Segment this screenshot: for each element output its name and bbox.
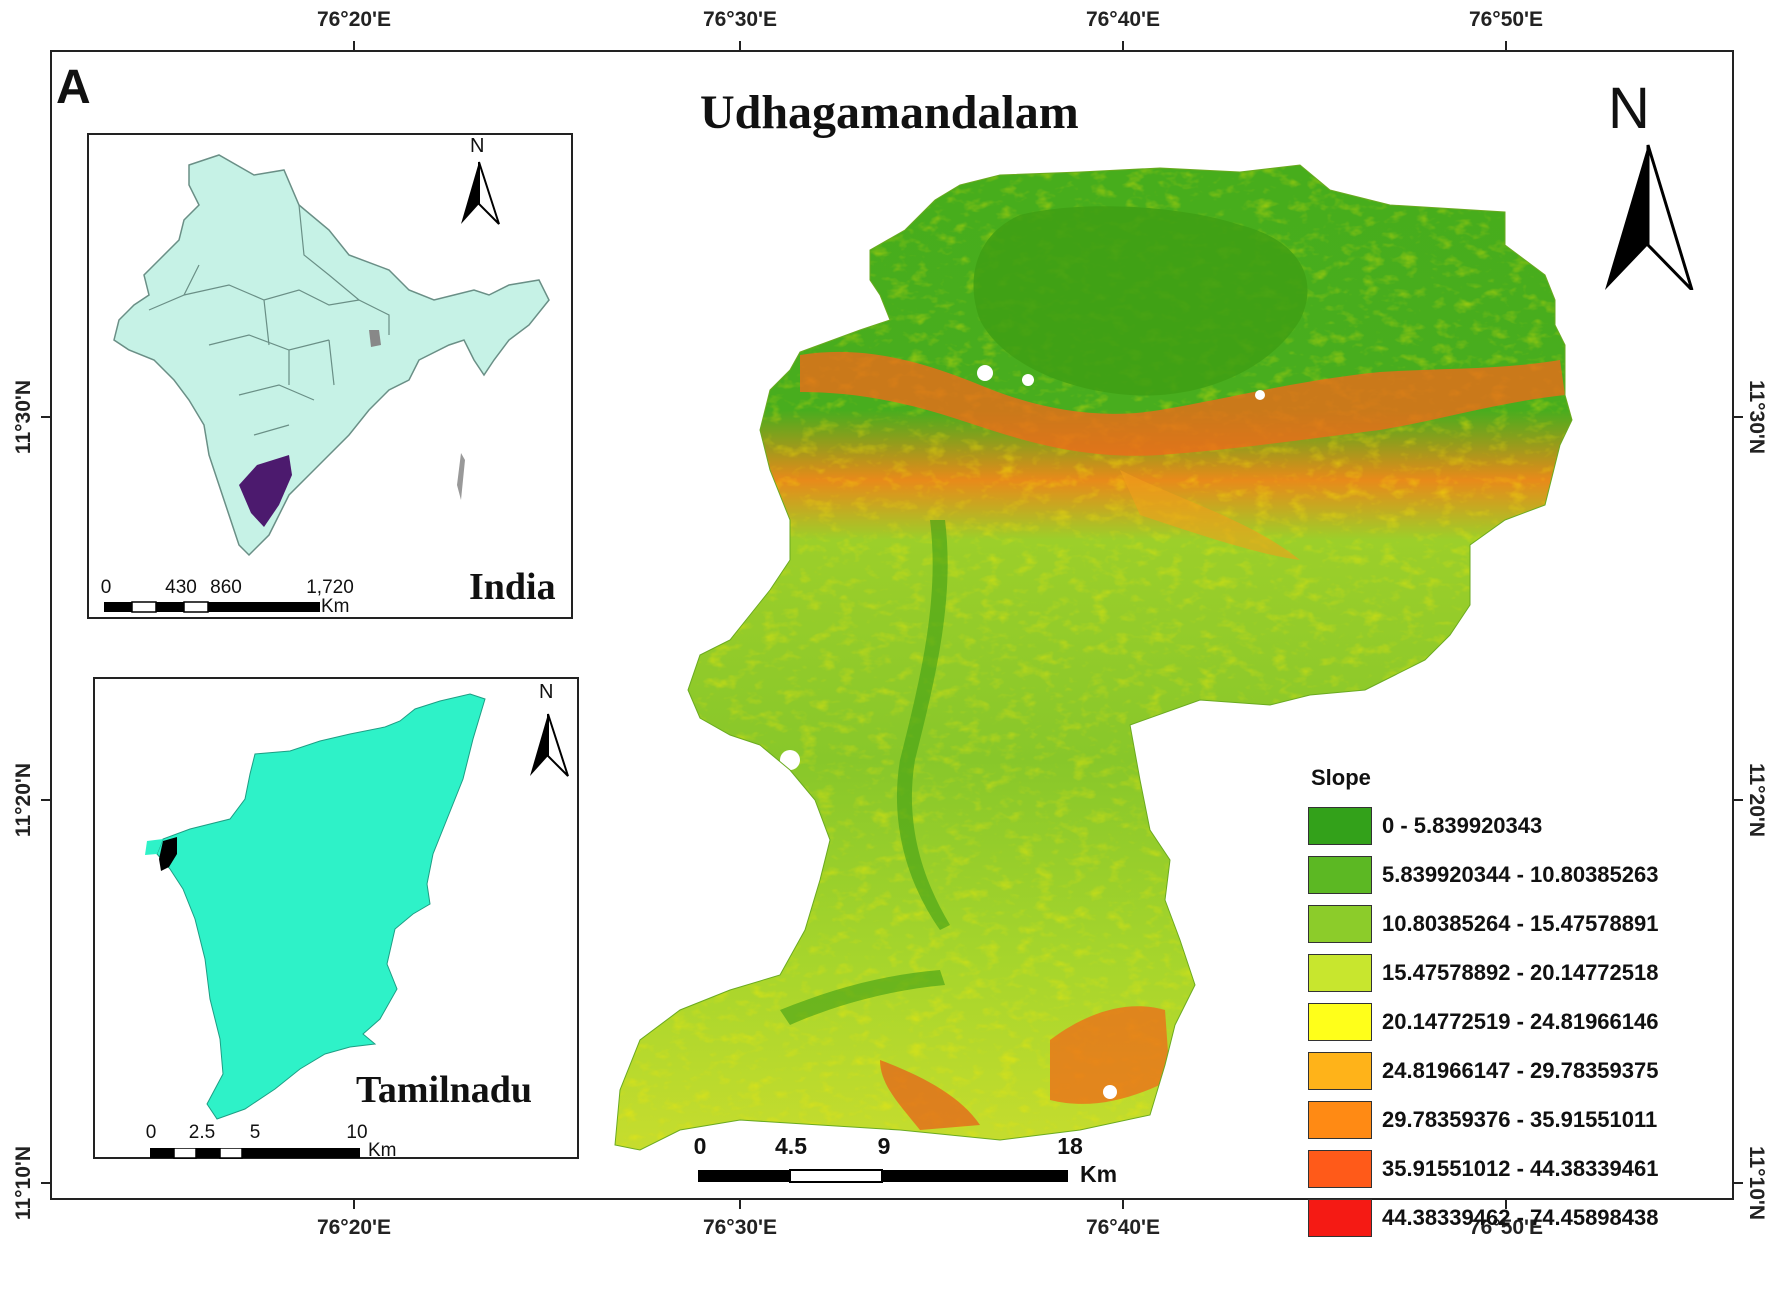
longitude-label-top: 76°30'E [702, 8, 778, 31]
map-title: Udhagamandalam [700, 86, 1079, 139]
tamilnadu-map [145, 693, 486, 1120]
inset-scale-bar [150, 1148, 360, 1159]
legend-item: 29.78359376 - 35.91551011 [1308, 1095, 1728, 1144]
inset-scale-tick: 0 [100, 577, 112, 598]
inset-scale-tick: 860 [210, 577, 242, 598]
legend-item: 5.839920344 - 10.80385263 [1308, 850, 1728, 899]
scale-tick-label: 18 [1057, 1133, 1083, 1159]
north-arrow-icon [1605, 144, 1694, 290]
inset-north-label: N [470, 135, 485, 157]
slope-legend: Slope 0 - 5.839920343 5.839920344 - 10.80… [1308, 765, 1728, 1242]
inset-north-arrow-icon [530, 713, 569, 777]
legend-label: 5.839920344 - 10.80385263 [1382, 861, 1659, 887]
tick [353, 41, 355, 50]
inset-scale-unit: Km [321, 596, 350, 617]
longitude-label-bottom: 76°20'E [316, 1216, 392, 1239]
tick [41, 1182, 50, 1184]
legend-item: 15.47578892 - 20.14772518 [1308, 948, 1728, 997]
inset-scale-tick: 2.5 [188, 1122, 216, 1143]
legend-item: 10.80385264 - 15.47578891 [1308, 899, 1728, 948]
tick [1734, 1182, 1743, 1184]
legend-item: 24.81966147 - 29.78359375 [1308, 1046, 1728, 1095]
tick [353, 1200, 355, 1209]
tick [1734, 416, 1743, 418]
tick [1734, 799, 1743, 801]
legend-item: 35.91551012 - 44.38339461 [1308, 1144, 1728, 1193]
legend-swatch [1308, 1002, 1372, 1041]
legend-swatch [1308, 1051, 1372, 1090]
inset-scale-unit: Km [368, 1140, 397, 1161]
inset-scale-tick: 1,720 [306, 577, 354, 598]
inset-name-india: India [469, 566, 556, 608]
india-inset-map: N India 0 430 860 1,720 Km [87, 133, 573, 619]
legend-item: 20.14772519 - 24.81966146 [1308, 997, 1728, 1046]
legend-label: 20.14772519 - 24.81966146 [1382, 1008, 1659, 1034]
tick [1122, 1200, 1124, 1209]
inset-scale-tick: 5 [249, 1122, 261, 1143]
longitude-label-top: 76°40'E [1085, 8, 1161, 31]
legend-label: 35.91551012 - 44.38339461 [1382, 1155, 1659, 1181]
legend-swatch [1308, 1149, 1372, 1188]
longitude-label-top: 76°20'E [316, 8, 392, 31]
tick [739, 41, 741, 50]
legend-swatch [1308, 806, 1372, 845]
legend-rows: 0 - 5.839920343 5.839920344 - 10.80385263… [1308, 801, 1728, 1242]
panel-label: A [56, 61, 91, 114]
inset-scale-tick: 0 [145, 1122, 157, 1143]
legend-swatch [1308, 1100, 1372, 1139]
scale-tick-label: 4.5 [775, 1133, 807, 1159]
legend-label: 10.80385264 - 15.47578891 [1382, 910, 1659, 936]
inset-north-label: N [539, 681, 554, 703]
tamilnadu-inset-map: N Tamilnadu 0 2.5 5 10 Km [93, 677, 579, 1161]
tick [41, 416, 50, 418]
legend-swatch [1308, 1198, 1372, 1237]
scale-unit-label: Km [1080, 1161, 1118, 1187]
scale-bar-graphic [698, 1169, 1068, 1183]
legend-label: 44.38339462 - 74.45898438 [1382, 1204, 1659, 1230]
legend-label: 15.47578892 - 20.14772518 [1382, 959, 1659, 985]
north-arrow-label: N [1608, 76, 1650, 141]
legend-swatch [1308, 904, 1372, 943]
scale-tick-label: 0 [693, 1133, 707, 1159]
longitude-label-bottom: 76°50'E [1468, 1216, 1544, 1239]
inset-north-arrow-icon [461, 161, 500, 225]
longitude-label-top: 76°50'E [1468, 8, 1544, 31]
map-frame [50, 50, 1734, 1200]
inset-name-tamilnadu: Tamilnadu [356, 1069, 533, 1111]
legend-swatch [1308, 855, 1372, 894]
inset-scale-tick: 430 [165, 577, 197, 598]
legend-label: 0 - 5.839920343 [1382, 812, 1543, 838]
legend-item: 0 - 5.839920343 [1308, 801, 1728, 850]
tick [1505, 41, 1507, 50]
legend-label: 29.78359376 - 35.91551011 [1382, 1106, 1658, 1132]
tick [1122, 41, 1124, 50]
longitude-label-bottom: 76°40'E [1085, 1216, 1161, 1239]
legend-swatch [1308, 953, 1372, 992]
india-map [113, 154, 550, 557]
inset-scale-tick: 10 [346, 1122, 368, 1143]
legend-label: 24.81966147 - 29.78359375 [1382, 1057, 1659, 1083]
scale-tick-label: 9 [877, 1133, 891, 1159]
tick [739, 1200, 741, 1209]
longitude-label-bottom: 76°30'E [702, 1216, 778, 1239]
legend-title: Slope [1311, 765, 1371, 790]
tick [1505, 1200, 1507, 1209]
legend-item: 44.38339462 - 74.45898438 [1308, 1193, 1728, 1242]
inset-scale-bar [104, 601, 320, 613]
tick [41, 799, 50, 801]
